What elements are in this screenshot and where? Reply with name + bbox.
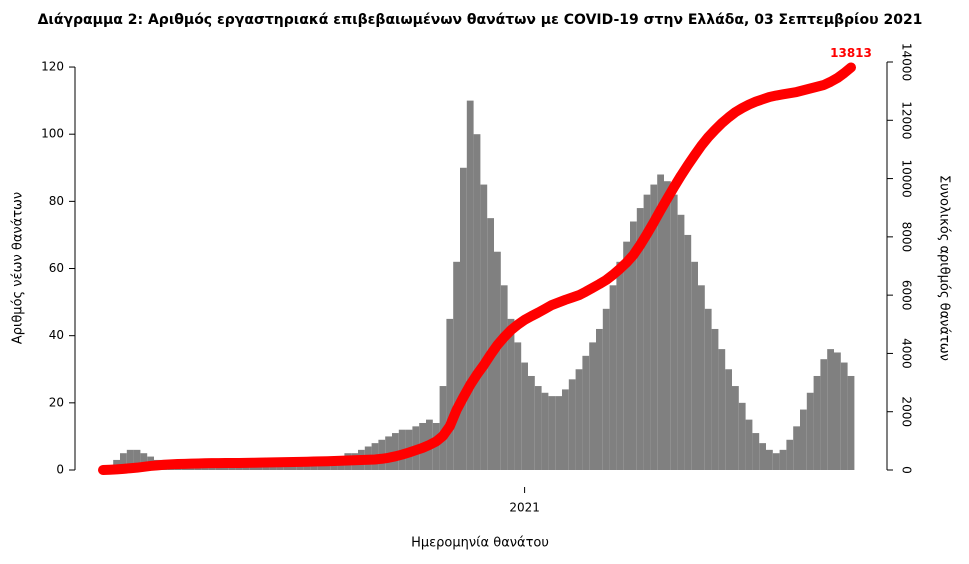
y2-tick-label: 4000 xyxy=(900,338,914,369)
bar xyxy=(242,466,250,470)
bar xyxy=(623,241,630,470)
bar xyxy=(704,308,712,470)
bar xyxy=(140,453,148,470)
bar xyxy=(215,466,222,470)
y2-tick-label: 14000 xyxy=(900,43,914,81)
y2-tick-label: 0 xyxy=(900,466,914,474)
bar xyxy=(480,184,488,470)
y2-tick-label: 6000 xyxy=(900,280,914,311)
bar xyxy=(840,362,848,470)
bar xyxy=(827,349,834,470)
bar xyxy=(670,194,678,470)
bar xyxy=(596,328,603,470)
bar xyxy=(718,349,726,470)
bar xyxy=(786,439,794,470)
bar xyxy=(126,449,134,470)
bar xyxy=(698,285,705,470)
bar xyxy=(745,419,753,470)
bar xyxy=(759,443,766,470)
y-tick-label: 40 xyxy=(49,328,64,342)
bar xyxy=(609,285,617,470)
bar xyxy=(473,134,481,471)
bar xyxy=(133,449,141,470)
bar xyxy=(514,342,522,470)
bar xyxy=(602,308,610,470)
bar xyxy=(630,221,637,470)
bar xyxy=(616,261,624,470)
line xyxy=(98,62,856,475)
bar xyxy=(453,261,460,470)
bar xyxy=(249,466,256,470)
y-tick-label: 20 xyxy=(49,395,64,409)
bar xyxy=(800,409,807,470)
bar xyxy=(636,208,644,470)
bar xyxy=(235,466,243,470)
bar xyxy=(684,234,692,470)
bar xyxy=(582,355,590,470)
bar xyxy=(772,453,780,470)
bar xyxy=(201,466,209,470)
bar xyxy=(725,369,732,470)
bar xyxy=(766,449,773,470)
bar xyxy=(677,214,685,470)
bar xyxy=(555,396,562,470)
x-tick-label: 2021 xyxy=(509,501,540,515)
value-label: 13813 xyxy=(830,46,872,60)
bar xyxy=(589,342,596,470)
bar xyxy=(222,466,229,470)
y-axis-title: Αριθμός νέων θανάτων xyxy=(11,192,26,344)
y-tick-label: 120 xyxy=(41,60,64,74)
y2-tick-label: 8000 xyxy=(900,222,914,253)
bar xyxy=(548,396,556,470)
bar xyxy=(738,402,746,470)
bar xyxy=(752,433,760,470)
bar xyxy=(657,174,664,470)
bar xyxy=(494,251,501,470)
bar xyxy=(534,386,542,470)
chart-title: Διάγραμμα 2: Αριθμός εργαστηριακά επιβεβ… xyxy=(38,12,923,28)
bar xyxy=(446,318,454,470)
bar xyxy=(208,466,216,470)
bar xyxy=(806,392,814,470)
bar xyxy=(460,167,467,470)
bar xyxy=(120,453,127,470)
bar xyxy=(568,379,576,470)
y2-tick-label: 2000 xyxy=(900,396,914,427)
bar xyxy=(650,184,658,470)
bar xyxy=(643,194,651,470)
bar xyxy=(711,328,719,470)
y-tick-label: 80 xyxy=(49,194,64,208)
bar xyxy=(813,375,821,470)
bar xyxy=(500,285,508,470)
bar xyxy=(521,362,528,470)
bar xyxy=(664,181,671,470)
bar xyxy=(541,392,549,470)
x-axis-title: Ημερομηνία θανάτου xyxy=(411,536,549,551)
bar xyxy=(487,218,494,470)
y-tick-label: 60 xyxy=(49,261,64,275)
y2-tick-label: 10000 xyxy=(900,159,914,197)
bar xyxy=(847,375,855,470)
bar xyxy=(732,386,739,470)
y-tick-label: 100 xyxy=(41,127,64,141)
bar xyxy=(575,369,583,470)
bar xyxy=(228,466,236,470)
bar xyxy=(820,359,828,470)
bar xyxy=(834,352,841,470)
bar xyxy=(779,449,787,470)
bar xyxy=(793,426,800,470)
bar xyxy=(691,261,698,470)
y2-tick-label: 12000 xyxy=(900,101,914,139)
bar xyxy=(562,389,569,470)
bar xyxy=(256,466,263,470)
y-tick-label: 0 xyxy=(56,463,64,477)
bar xyxy=(507,318,515,470)
bar xyxy=(466,100,474,471)
bar xyxy=(528,375,535,470)
y2-axis-title: Συνολικός αριθμός θανάτων xyxy=(937,175,952,361)
